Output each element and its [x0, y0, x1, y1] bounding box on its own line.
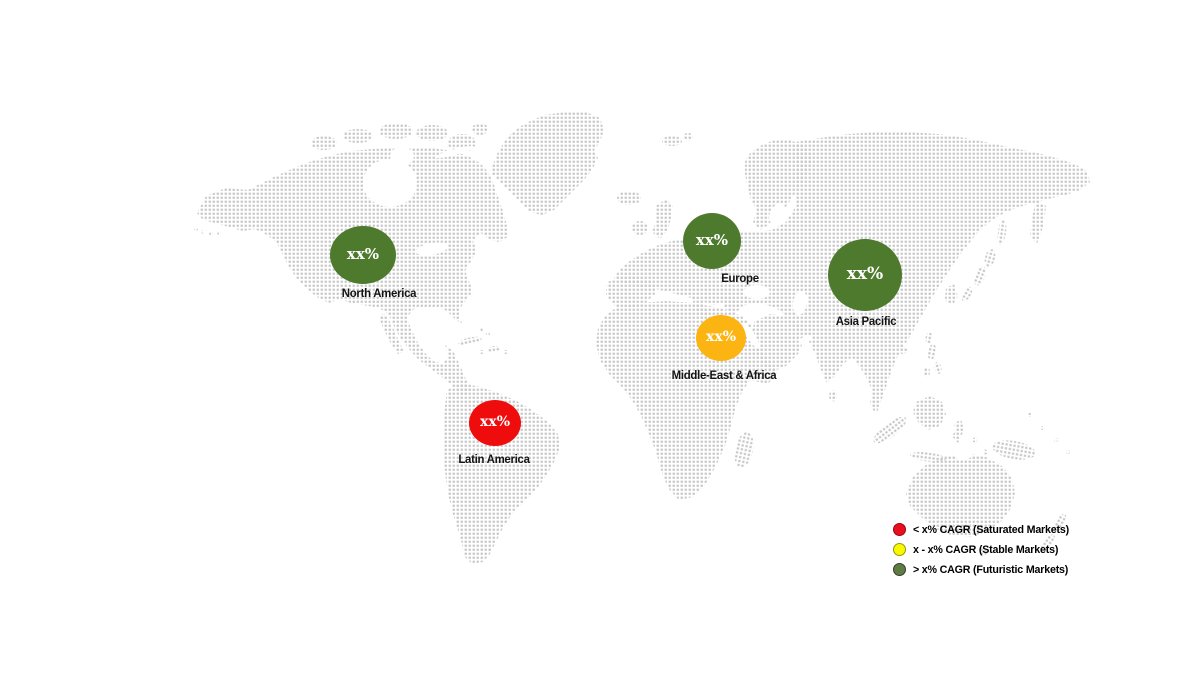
continents — [194, 112, 1090, 564]
legend-dot-stable — [893, 543, 906, 556]
water-hudson-bay — [390, 147, 414, 165]
islands-caribbean — [488, 345, 500, 353]
landmass-baja — [379, 313, 404, 354]
islands-pacific — [1054, 438, 1058, 442]
landmass-kamchatka — [1030, 200, 1046, 244]
legend-item-futuristic: > x% CAGR (Futuristic Markets) — [893, 563, 1074, 576]
region-bubble-latin-america: xx% — [469, 400, 521, 446]
water-great-lakes — [416, 242, 448, 256]
islands-japan — [961, 286, 973, 302]
landmass-madagascar — [734, 432, 754, 468]
water-baltic-sea — [769, 203, 785, 225]
water-persian-gulf — [798, 335, 812, 345]
legend-label-saturated: < x% CAGR (Saturated Markets) — [913, 523, 1069, 536]
islands-pacific — [972, 437, 978, 443]
region-value: xx% — [846, 263, 884, 284]
region-label-asia-pacific: Asia Pacific — [835, 314, 897, 328]
islands-svalbard — [662, 136, 682, 146]
water-carpentaria — [954, 448, 972, 460]
landmass-balkans — [722, 297, 741, 315]
legend-item-stable: x - x% CAGR (Stable Markets) — [893, 543, 1074, 556]
landmass-arctic-islands — [379, 123, 413, 139]
landmass-arctic-islands — [343, 129, 373, 143]
islands-pacific — [1041, 426, 1045, 430]
region-bubble-europe: xx% — [683, 213, 741, 269]
region-value: xx% — [706, 329, 736, 345]
landmass-iceland — [617, 191, 641, 205]
water-carves — [363, 146, 972, 460]
islands-pacific — [1028, 413, 1032, 417]
landmass-australia — [906, 453, 1015, 537]
islands-sri-lanka — [829, 390, 837, 402]
region-label-north-america: North America — [341, 286, 417, 300]
landmass-arctic-islands — [416, 125, 448, 141]
islands-caribbean — [458, 336, 482, 346]
water-black-sea — [744, 285, 770, 299]
region-bubble-asia-pacific: xx% — [828, 239, 902, 311]
islands-java — [910, 452, 946, 462]
landmass-ireland — [632, 221, 648, 235]
landmass-new-guinea — [992, 440, 1036, 460]
landmass-iberia — [606, 276, 657, 309]
islands-falkland — [487, 547, 491, 551]
islands-japan — [974, 266, 986, 286]
islands-aleutian — [209, 232, 213, 236]
landmass-tasmania — [980, 547, 988, 555]
islands-borneo — [913, 396, 946, 430]
legend-label-futuristic: > x% CAGR (Futuristic Markets) — [913, 563, 1069, 576]
islands-hainan — [899, 346, 907, 354]
cagr-legend: < x% CAGR (Saturated Markets) x - x% CAGR… — [893, 523, 1074, 583]
legend-item-saturated: < x% CAGR (Saturated Markets) — [893, 523, 1074, 536]
landmass-new-zealand — [1053, 513, 1067, 533]
islands-sumatra — [873, 416, 907, 444]
landmass-arctic-islands — [472, 123, 488, 135]
region-label-latin-america: Latin America — [458, 452, 530, 466]
landmass-korea — [945, 284, 958, 306]
region-label-europe: Europe — [721, 271, 759, 285]
water-hudson-bay — [363, 159, 417, 207]
legend-dot-saturated — [893, 523, 906, 536]
islands-sulawesi — [952, 419, 964, 443]
region-value: xx% — [480, 414, 510, 430]
islands-caribbean — [479, 328, 483, 332]
islands-caribbean — [504, 350, 508, 354]
landmass-greenland — [490, 112, 604, 215]
region-label-middle-east-africa: Middle-East & Africa — [671, 368, 777, 382]
islands-aleutian — [194, 227, 198, 231]
landmass-great-britain — [652, 199, 673, 239]
islands-svalbard — [683, 133, 693, 141]
legend-dot-futuristic — [893, 563, 906, 576]
water-hudson-strait — [435, 146, 475, 158]
islands-aleutian — [201, 230, 205, 234]
islands-pacific — [1066, 450, 1070, 454]
region-value: xx% — [346, 244, 380, 263]
islands-japan — [984, 249, 996, 267]
water-red-sea — [742, 323, 760, 349]
legend-label-stable: x - x% CAGR (Stable Markets) — [913, 543, 1059, 556]
region-value: xx% — [695, 230, 729, 249]
islands-philippines — [924, 367, 930, 377]
islands-philippines — [934, 362, 942, 374]
islands-caribbean — [486, 332, 490, 336]
islands-aleutian — [217, 231, 221, 235]
region-bubble-north-america: xx% — [330, 226, 396, 284]
islands-pacific — [982, 449, 988, 455]
landmass-sakhalin — [997, 219, 1007, 245]
islands-caribbean — [480, 350, 484, 354]
landmass-new-zealand — [1041, 534, 1055, 552]
landmass-arctic-islands — [311, 136, 337, 150]
region-bubble-middle-east-africa: xx% — [696, 315, 746, 361]
islands-taiwan — [925, 332, 933, 344]
islands-falkland — [481, 547, 485, 551]
islands-philippines — [927, 344, 937, 360]
water-caspian-sea — [792, 291, 808, 315]
